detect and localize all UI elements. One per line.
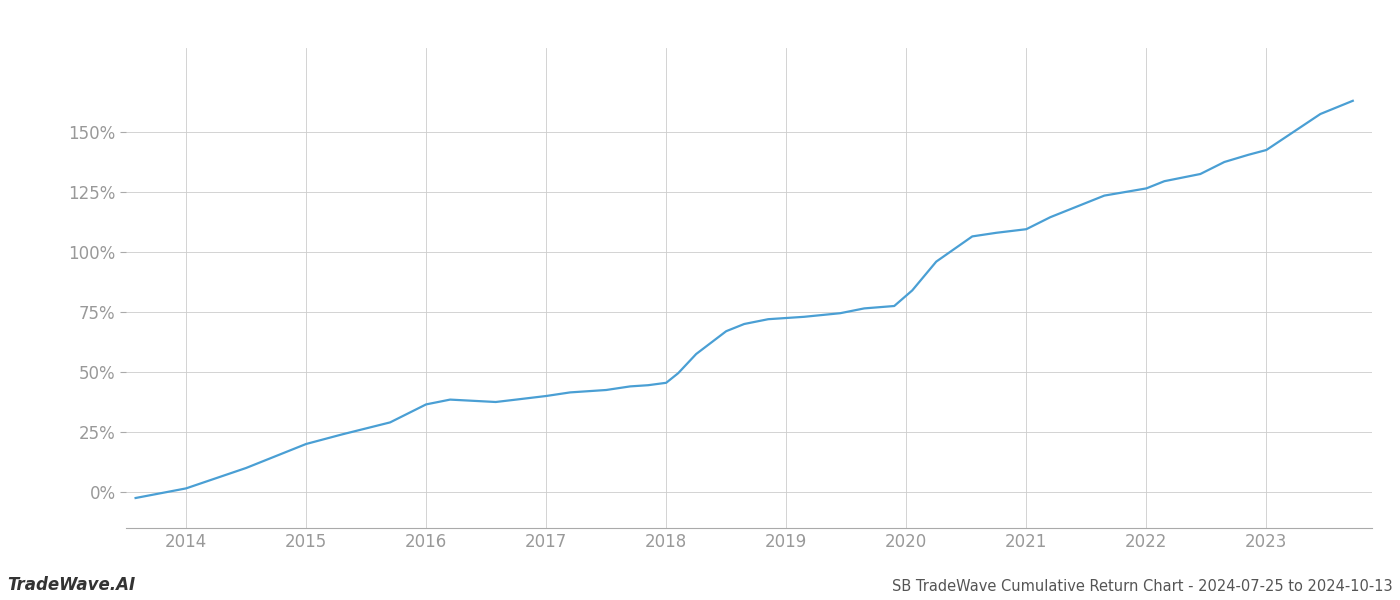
Text: SB TradeWave Cumulative Return Chart - 2024-07-25 to 2024-10-13: SB TradeWave Cumulative Return Chart - 2… xyxy=(892,579,1393,594)
Text: TradeWave.AI: TradeWave.AI xyxy=(7,576,136,594)
